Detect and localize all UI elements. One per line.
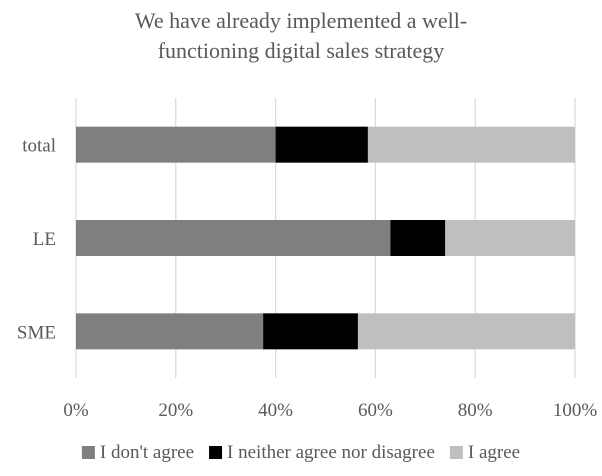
category-label-le: LE — [33, 229, 56, 250]
bar-sme-series-0 — [76, 313, 264, 350]
bar-le-series-2 — [445, 220, 575, 256]
legend: I don't agree I neither agree nor disagre… — [81, 442, 520, 463]
category-axis-labels: total LE SME — [17, 136, 56, 344]
x-tick-label-4: 80% — [458, 400, 493, 421]
category-label-total: total — [22, 136, 56, 157]
bar-le-series-0 — [76, 220, 391, 256]
legend-label-2: I agree — [468, 442, 520, 463]
x-tick-label-1: 20% — [158, 400, 193, 421]
bar-sme-series-2 — [357, 313, 575, 350]
bars — [76, 126, 575, 350]
value-axis-labels: 0% 20% 40% 60% 80% 100% — [63, 400, 597, 421]
legend-label-0: I don't agree — [100, 442, 194, 463]
chart-title-line-2: functioning digital sales strategy — [158, 38, 445, 63]
bar-total-series-2 — [367, 126, 575, 163]
bar-le-series-1 — [390, 220, 446, 256]
bar-total-series-1 — [275, 126, 368, 163]
x-tick-label-0: 0% — [63, 400, 89, 421]
bar-total-series-0 — [76, 126, 276, 163]
legend-swatch-2 — [449, 446, 463, 459]
legend-swatch-0 — [81, 446, 95, 459]
x-tick-label-2: 40% — [258, 400, 293, 421]
legend-swatch-1 — [209, 446, 223, 459]
legend-item-1: I neither agree nor disagree — [209, 442, 435, 463]
legend-label-1: I neither agree nor disagree — [227, 442, 435, 463]
category-label-sme: SME — [17, 322, 56, 343]
legend-item-0: I don't agree — [81, 442, 194, 463]
x-tick-label-3: 60% — [358, 400, 393, 421]
chart-title: We have already implemented a well- func… — [135, 8, 467, 63]
x-tick-label-5: 100% — [553, 400, 598, 421]
legend-item-2: I agree — [449, 442, 520, 463]
bar-sme-series-1 — [263, 313, 358, 350]
chart-title-line-1: We have already implemented a well- — [135, 8, 467, 33]
